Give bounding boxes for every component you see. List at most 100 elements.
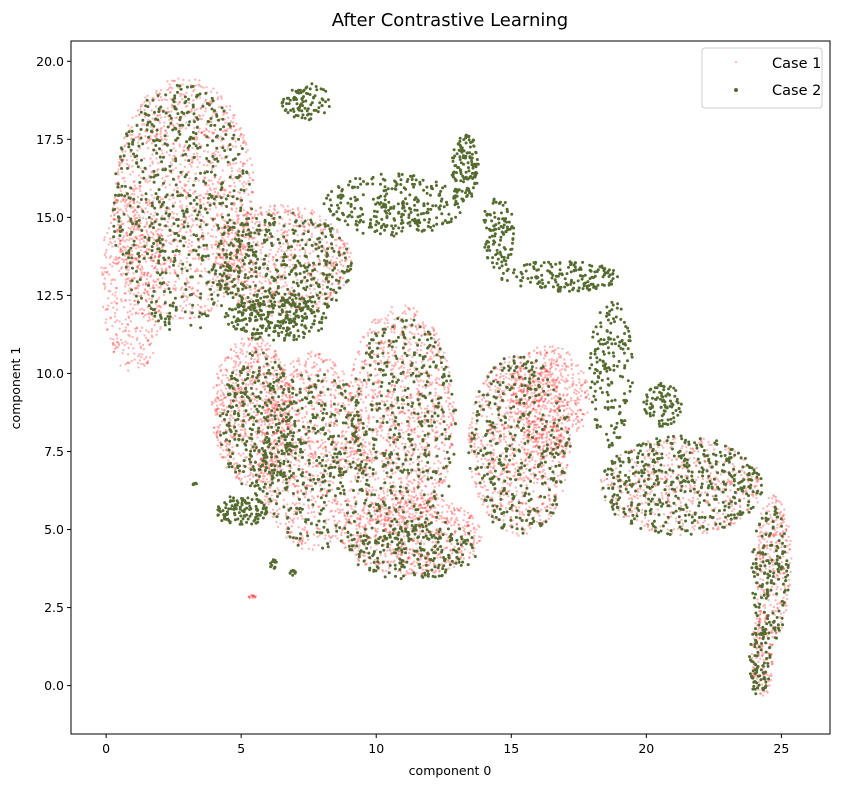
data-point — [165, 312, 169, 315]
data-point — [232, 360, 236, 363]
data-point — [331, 282, 334, 285]
data-point — [145, 201, 148, 204]
data-point — [180, 186, 184, 190]
data-point — [144, 207, 147, 210]
data-point — [155, 268, 159, 271]
data-point — [343, 404, 346, 407]
data-point — [206, 248, 209, 251]
data-point — [166, 283, 169, 287]
data-point — [390, 348, 394, 352]
data-point — [176, 122, 179, 125]
data-point — [171, 317, 175, 320]
data-point — [347, 466, 350, 469]
data-point — [286, 503, 289, 506]
data-point — [159, 233, 162, 236]
data-point — [197, 83, 200, 86]
data-point — [137, 133, 141, 136]
data-point — [372, 506, 375, 509]
data-point — [157, 162, 160, 165]
data-point — [448, 402, 451, 405]
data-point — [198, 96, 202, 99]
data-point — [330, 259, 333, 262]
data-point — [183, 183, 186, 186]
data-point — [270, 356, 273, 359]
data-point — [173, 79, 176, 83]
data-point — [170, 259, 173, 262]
data-point — [361, 476, 365, 479]
data-point — [307, 506, 310, 510]
data-point — [312, 533, 316, 536]
data-point — [135, 237, 138, 240]
data-point — [269, 248, 272, 251]
data-point — [308, 445, 312, 449]
data-point — [150, 194, 153, 197]
data-point — [147, 339, 150, 342]
data-point — [222, 243, 225, 246]
data-point — [251, 401, 255, 405]
data-point — [243, 162, 246, 165]
data-point — [317, 446, 320, 450]
data-point — [400, 422, 403, 425]
data-point — [120, 161, 123, 164]
data-point — [248, 173, 251, 176]
data-point — [145, 201, 149, 204]
data-point — [249, 213, 253, 216]
data-point — [424, 386, 427, 389]
data-point — [238, 248, 242, 252]
data-point — [366, 371, 369, 374]
data-point — [264, 411, 267, 415]
data-point — [178, 127, 181, 130]
data-point — [353, 496, 356, 500]
data-point — [221, 449, 225, 452]
data-point — [180, 126, 183, 129]
data-point — [374, 478, 377, 481]
data-point — [139, 294, 143, 297]
data-point — [424, 513, 428, 517]
data-point — [434, 446, 437, 449]
data-point — [147, 281, 151, 284]
data-point — [258, 274, 262, 277]
data-point — [115, 334, 119, 337]
data-point — [316, 424, 319, 428]
data-point — [316, 474, 319, 477]
data-point — [296, 373, 299, 376]
data-point — [239, 261, 243, 264]
data-point — [235, 475, 239, 479]
data-point — [216, 429, 219, 432]
data-point — [234, 345, 238, 349]
data-point — [296, 459, 300, 462]
data-point — [171, 216, 174, 219]
data-point — [334, 417, 337, 420]
data-point — [155, 169, 159, 172]
data-point — [377, 477, 380, 480]
data-point — [152, 351, 155, 355]
data-point — [390, 401, 393, 404]
data-point — [371, 400, 374, 403]
data-point — [336, 508, 339, 511]
data-point — [173, 287, 176, 291]
data-point — [407, 428, 410, 431]
data-point — [446, 386, 450, 389]
data-point — [138, 308, 142, 311]
data-point — [188, 215, 191, 218]
data-point — [146, 319, 150, 323]
data-point — [140, 104, 143, 107]
data-point — [249, 471, 252, 475]
data-point — [163, 115, 167, 119]
data-point — [252, 241, 255, 244]
data-point — [220, 363, 223, 366]
data-point — [284, 393, 288, 397]
data-point — [217, 96, 220, 99]
data-point — [130, 126, 133, 129]
data-point — [273, 452, 277, 455]
data-point — [285, 536, 288, 539]
data-point — [155, 157, 158, 160]
data-point — [114, 294, 117, 297]
data-point — [317, 505, 320, 508]
data-point — [232, 349, 236, 353]
data-point — [429, 418, 433, 421]
data-point — [333, 238, 337, 242]
data-point — [384, 317, 387, 320]
data-point — [171, 159, 175, 162]
data-point — [189, 228, 192, 232]
